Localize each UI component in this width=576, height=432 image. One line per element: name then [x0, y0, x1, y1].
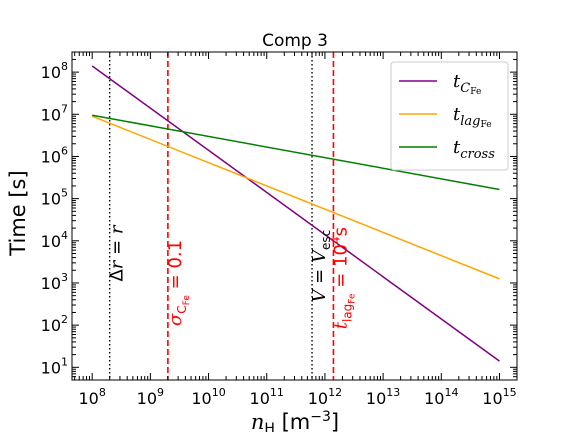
chart-marks: 108 109 1010 1011 1012 1013 1014 1015 101 102 103 1…	[41, 51, 518, 408]
plot-area	[91, 52, 500, 380]
vline-label-2: σCFe = 0.1	[165, 240, 192, 326]
y-tick-label-1: 101	[41, 355, 68, 377]
x-tick-label-2: 109	[137, 386, 164, 408]
vline-label-4: tlagFe = 104s	[328, 227, 357, 329]
x-tick-label-5: 1012	[308, 386, 342, 408]
vline-label-3: V = Vesc	[309, 230, 333, 303]
vline-label-1: Δr = r	[107, 224, 128, 281]
legend: tCFe tlagFe tcross	[390, 61, 509, 171]
x-tick-label-6: 1013	[366, 386, 400, 408]
x-tick-label-8: 1015	[482, 386, 516, 408]
x-tick-label-7: 1014	[424, 386, 458, 408]
series-line-1	[91, 65, 500, 362]
legend-label-2: tlagFe	[453, 104, 492, 130]
x-tick-label-1: 108	[78, 386, 105, 408]
y-tick-label-5: 105	[41, 187, 68, 209]
chart-title: Comp 3	[262, 31, 328, 51]
ticks	[72, 51, 518, 381]
y-tick-label-2: 102	[41, 313, 68, 335]
x-tick-label-3: 1010	[191, 386, 225, 408]
y-tick-label-6: 106	[41, 144, 68, 166]
legend-box	[390, 61, 509, 171]
y-axis-label: Time [s]	[6, 170, 30, 256]
legend-label-3: tcross	[453, 137, 495, 162]
y-tick-label-7: 107	[41, 102, 68, 124]
legend-label-1: tCFe	[453, 71, 481, 97]
x-axis-label: nH [m−3]	[251, 409, 339, 432]
y-tick-label-3: 103	[41, 271, 68, 293]
y-tick-label-8: 108	[41, 60, 68, 82]
y-tick-label-4: 104	[41, 229, 68, 251]
series-line-3	[92, 114, 500, 191]
series-line-2	[91, 115, 500, 280]
x-tick-label-4: 1011	[250, 386, 284, 408]
